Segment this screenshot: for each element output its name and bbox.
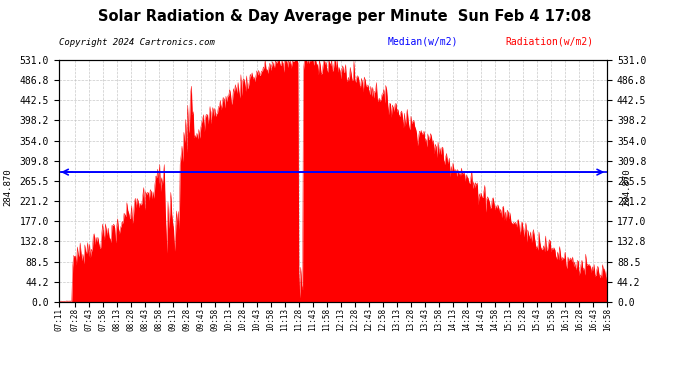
Text: Median(w/m2): Median(w/m2) xyxy=(388,37,458,47)
Text: Radiation(w/m2): Radiation(w/m2) xyxy=(506,37,594,47)
Text: 284.870: 284.870 xyxy=(3,169,13,206)
Text: 284.870: 284.870 xyxy=(622,169,631,206)
Text: Solar Radiation & Day Average per Minute  Sun Feb 4 17:08: Solar Radiation & Day Average per Minute… xyxy=(98,9,592,24)
Text: Copyright 2024 Cartronics.com: Copyright 2024 Cartronics.com xyxy=(59,38,215,47)
